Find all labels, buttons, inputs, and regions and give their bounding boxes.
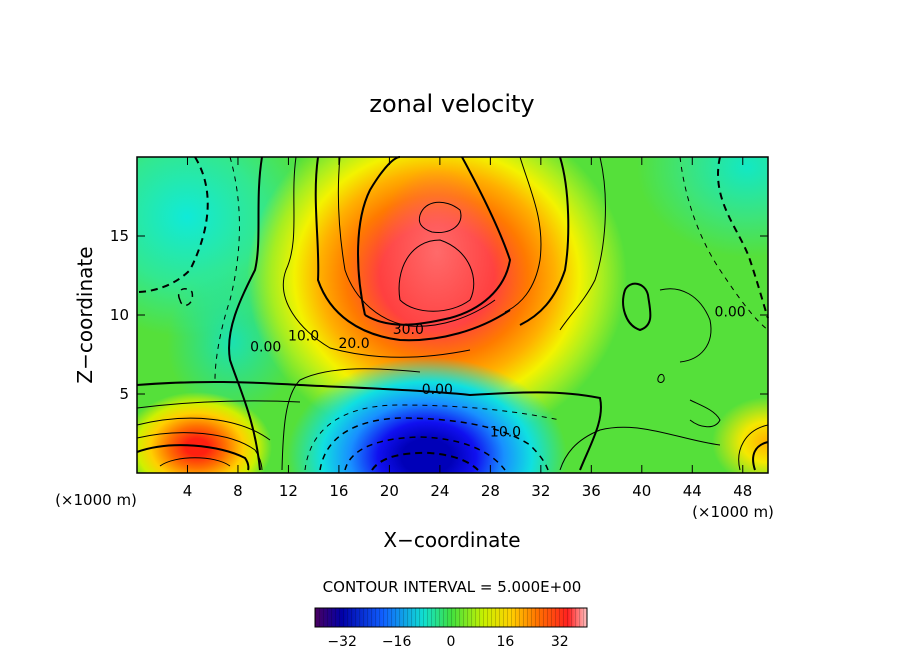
x-tick-label: 16 (329, 482, 348, 500)
y-tick-label: 10 (110, 306, 129, 324)
colorbar-ticks: −32 −16 0 16 32 (327, 634, 568, 650)
x-tick-label: 32 (531, 482, 550, 500)
x-tick-label: 8 (233, 482, 243, 500)
x-tick-label: 28 (481, 482, 500, 500)
x-unit-left: (×1000 m) (55, 491, 137, 509)
x-unit-right: (×1000 m) (692, 503, 774, 521)
x-tick-label: 4 (183, 482, 193, 500)
x-tick-label: 12 (279, 482, 298, 500)
x-tick-label: 36 (582, 482, 601, 500)
contour-label: 30.0 (393, 322, 424, 338)
y-tick-label: 15 (110, 227, 129, 245)
colorbar: −32 −16 0 16 32 (314, 607, 588, 650)
contour-label: 0.00 (250, 339, 281, 355)
x-tick-label: 40 (632, 482, 651, 500)
x-tick-label: 44 (683, 482, 702, 500)
x-axis-ticks: 4 8 12 16 20 24 28 32 36 40 44 48 (183, 157, 752, 500)
velocity-field (137, 157, 768, 473)
contour-label: 20.0 (338, 336, 369, 352)
y-axis-label: Z−coordinate (73, 246, 97, 383)
colorbar-tick-label: 16 (496, 634, 514, 650)
x-tick-label: 20 (380, 482, 399, 500)
chart-title: zonal velocity (369, 90, 534, 118)
contour-label: 10.0 (490, 425, 521, 441)
colorbar-tick-label: 32 (551, 634, 569, 650)
contour-label: 0.00 (715, 305, 746, 321)
x-tick-label: 48 (733, 482, 752, 500)
x-axis-label: X−coordinate (383, 528, 520, 552)
contour-label: 10.0 (288, 328, 319, 344)
colorbar-tick-label: 0 (447, 634, 456, 650)
contour-labels: 30.0 20.0 10.0 0.00 0.00 10.0 0.00 (250, 305, 746, 441)
y-axis-ticks: 5 10 15 (110, 227, 768, 403)
contour-lines (136, 156, 769, 471)
x-tick-label: 24 (430, 482, 449, 500)
colorbar-tick-label: −16 (382, 634, 412, 650)
y-tick-label: 5 (119, 385, 129, 403)
contour-label: 0.00 (422, 382, 453, 398)
contour-interval-text: CONTOUR INTERVAL = 5.000E+00 (323, 578, 582, 596)
colorbar-tick-label: −32 (327, 634, 357, 650)
